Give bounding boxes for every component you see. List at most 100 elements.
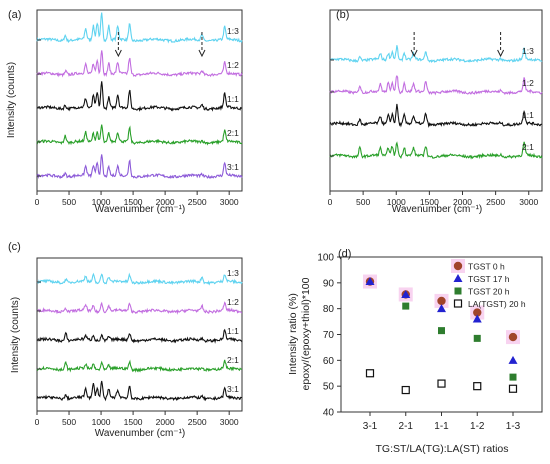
series-label: 1:3 [227,26,239,36]
y-tick-label: 70 [323,330,335,341]
panel-label: (a) [8,9,21,21]
series-3-1: 3:1 [36,154,243,180]
series-2-1: 2:1 [36,355,243,373]
spectrum-line [36,380,243,402]
x-tick-label: 500 [62,417,76,427]
series-label: 2:1 [227,355,239,365]
series-1 [365,277,518,364]
plot-frame [329,9,543,192]
legend: TGST 0 h TGST 17 h TGST 20 h LA(TGST) 20 h [451,259,526,309]
x-tick-label: 2500 [188,417,207,427]
x-tick-label: 0 [35,417,40,427]
series-label: 2:1 [227,128,239,138]
legend-marker [454,287,462,295]
data-point [437,379,446,388]
y-tick-label: 80 [323,304,335,315]
data-point [365,369,375,378]
series-3-1: 3:1 [36,380,243,402]
series-label: 3:1 [227,162,239,172]
x-tick-label: 1-3 [506,421,521,432]
spectrum-line [36,81,243,112]
x-tick-label: 1500 [420,197,439,207]
x-tick-label: 1-2 [470,421,485,432]
panel-0: (a) 0 500 1000 1500 2000 2500 3000 Wavenumber (c… [6,9,243,215]
legend-label: TGST 17 h [468,274,510,284]
plot-frame [36,9,243,192]
x-tick-label: 3-1 [363,421,378,432]
legend-label: TGST 0 h [468,262,505,272]
data-point [472,314,482,323]
x-axis-label: Wavenumber (cm⁻¹) [95,428,185,439]
spectrum-line [36,12,243,44]
spectrum-line [36,359,243,373]
panel-label: (d) [338,248,351,260]
spectrum-line [36,154,243,180]
y-tick-label: 60 [323,356,335,367]
spectrum-line [36,301,243,315]
x-tick-label: 3000 [220,417,239,427]
series-label: 1:1 [227,94,239,104]
y-axis-label: Intensity (counts) [10,297,21,373]
series-1-1: 1:1 [329,103,543,128]
series-label: 1:3 [522,46,534,56]
data-point [473,308,482,317]
series-1-1: 1:1 [36,81,243,112]
y-axis-label-2: epoxy/(epoxy+thiol)*100 [300,277,312,390]
spectrum-line [36,272,243,286]
spectrum-line [36,50,243,78]
series-label: 1:2 [227,297,239,307]
legend-marker [453,274,463,282]
x-tick-label: 2000 [156,417,175,427]
series-2-1: 2:1 [329,141,543,160]
series-1-2: 1:2 [329,75,543,96]
x-tick-label: 1500 [124,197,143,207]
peak-marker-arrow [497,49,505,58]
x-tick-label: 0 [35,197,40,207]
series-label: 1:1 [522,110,534,120]
series-label: 3:1 [227,384,239,394]
x-tick-label: 2-1 [399,421,414,432]
series-label: 1:3 [227,268,239,278]
spectrum-line [329,45,543,64]
data-point [508,332,518,342]
spectrum-line [329,103,543,128]
legend-marker [453,299,463,308]
series-1-2: 1:2 [36,50,243,78]
y-tick-label: 50 [323,382,335,393]
x-tick-label: 1000 [92,197,111,207]
plot-frame [36,257,243,412]
data-point [437,304,446,313]
y-tick-label: 40 [323,408,335,419]
x-axis-label: Wavenumber (cm⁻¹) [392,204,482,215]
series-1-3: 1:3 [36,268,243,286]
x-tick-label: 1-1 [434,421,449,432]
data-point [401,385,410,395]
spectrum-line [329,75,543,96]
data-point [509,373,517,381]
legend-label: LA(TGST) 20 h [468,299,526,309]
x-tick-label: 1000 [92,417,111,427]
data-point [438,327,445,335]
data-point [401,289,411,298]
data-point [473,382,482,391]
legend-marker [453,261,463,271]
spectrum-line [36,124,243,146]
x-tick-label: 500 [356,197,370,207]
x-tick-label: 3000 [519,197,538,207]
x-tick-label: 2500 [188,197,207,207]
panel-label: (c) [8,241,21,253]
data-point [508,384,518,393]
series-label: 1:1 [227,326,239,336]
y-tick-label: 90 [323,278,335,289]
data-point [402,302,410,310]
x-tick-label: 1000 [387,197,406,207]
series-label: 2:1 [522,142,534,152]
peak-marker-arrow [198,49,206,58]
data-point [473,334,481,342]
spectrum-line [329,141,543,160]
x-tick-label: 2000 [156,197,175,207]
data-point [365,277,375,286]
series-2-1: 2:1 [36,124,243,146]
panel-3: (d) 40 50 60 70 80 90 100 3-1 2-1 1-1 1-2 1-3 TG:ST/L… [287,248,543,455]
